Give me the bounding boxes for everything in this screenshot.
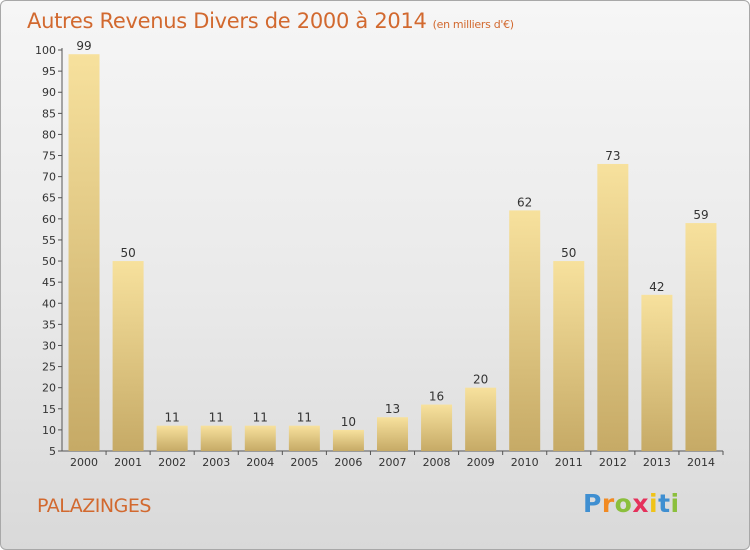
bar [465, 387, 497, 451]
y-tick-label: 60 [42, 213, 56, 226]
bar [377, 417, 408, 451]
data-label: 13 [385, 402, 400, 416]
chart-title: Autres Revenus Divers de 2000 à 2014 (en … [27, 9, 514, 33]
bar [244, 425, 276, 451]
bar [288, 425, 320, 451]
data-label: 11 [297, 411, 312, 425]
bar [685, 223, 717, 451]
x-tick-label: 2014 [687, 456, 715, 469]
location-label: PALAZINGES [37, 495, 151, 517]
x-tick-label: 2012 [599, 456, 627, 469]
bar [332, 429, 364, 451]
data-label: 50 [561, 246, 576, 260]
y-tick-label: 40 [42, 297, 56, 310]
bar [68, 54, 100, 451]
x-tick-label: 2006 [334, 456, 362, 469]
x-tick-label: 2008 [423, 456, 451, 469]
chart-title-text: Autres Revenus Divers de 2000 à 2014 [27, 9, 427, 33]
data-label: 10 [341, 415, 356, 429]
y-tick-label: 80 [42, 128, 56, 141]
y-tick-label: 35 [42, 318, 56, 331]
bar [156, 425, 188, 451]
x-tick-label: 2007 [379, 456, 407, 469]
y-tick-label: 50 [42, 255, 56, 268]
y-tick-label: 70 [42, 171, 56, 184]
y-tick-label: 5 [49, 445, 56, 458]
data-label: 99 [76, 39, 91, 53]
x-tick-label: 2009 [467, 456, 495, 469]
chart-bars [68, 54, 717, 451]
logo-letter: P [583, 489, 602, 518]
data-label: 73 [605, 149, 620, 163]
data-label: 16 [429, 390, 444, 404]
bar [553, 261, 585, 451]
chart-axes: 5 10 15 20 25 30 35 40 45 50 55 60 65 70 75 80 85 90 95 100… [35, 44, 724, 469]
y-tick-label: 55 [42, 234, 56, 247]
x-tick-label: 2013 [643, 456, 671, 469]
bar [641, 294, 673, 451]
bar [421, 404, 453, 451]
y-tick-label: 90 [42, 86, 56, 99]
y-tick-label: 45 [42, 276, 56, 289]
logo-letter: i [670, 489, 680, 518]
logo-letter: t [658, 489, 671, 518]
bar [597, 163, 629, 451]
data-label: 59 [693, 208, 708, 222]
y-tick-label: 100 [35, 44, 56, 57]
y-tick-label: 75 [42, 150, 56, 163]
y-tick-label: 10 [42, 424, 56, 437]
data-label: 20 [473, 373, 488, 387]
x-tick-label: 2002 [158, 456, 186, 469]
bar [200, 425, 232, 451]
x-tick-label: 2000 [70, 456, 98, 469]
logo-letter: x [632, 489, 649, 518]
y-tick-label: 30 [42, 339, 56, 352]
y-tick-label: 85 [42, 107, 56, 120]
x-tick-label: 2004 [246, 456, 274, 469]
x-tick-label: 2010 [511, 456, 539, 469]
x-tick-label: 2011 [555, 456, 583, 469]
data-label: 11 [165, 411, 180, 425]
y-tick-label: 25 [42, 361, 56, 374]
x-tick-label: 2003 [202, 456, 230, 469]
y-tick-label: 65 [42, 192, 56, 205]
y-tick-label: 95 [42, 65, 56, 78]
y-tick-label: 20 [42, 382, 56, 395]
data-label: 50 [120, 246, 135, 260]
x-tick-label: 2001 [114, 456, 142, 469]
x-tick-label: 2005 [290, 456, 318, 469]
bar [112, 261, 144, 451]
y-tick-label: 15 [42, 403, 56, 416]
logo-letter: r [601, 489, 615, 518]
data-label: 62 [517, 195, 532, 209]
data-label: 11 [253, 411, 268, 425]
logo-letter: o [614, 489, 633, 518]
chart-subtitle: (en milliers d'€) [432, 18, 514, 31]
chart-data-labels: 99 50 11 11 11 11 10 13 16 20 62 50 73 42 59 [76, 39, 708, 429]
data-label: 11 [209, 411, 224, 425]
data-label: 42 [649, 280, 664, 294]
logo-letter: i [649, 489, 659, 518]
bar [509, 210, 541, 451]
proxiti-logo: Proxiti [583, 489, 680, 518]
